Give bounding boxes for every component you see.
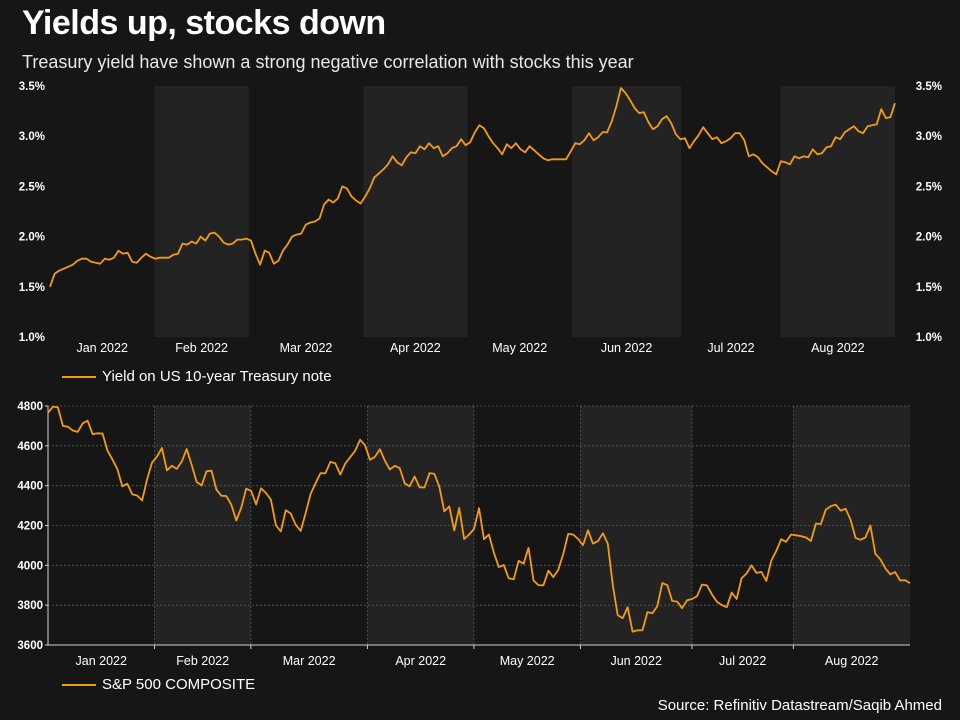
sp500-xtick-month: Jan 2022 (76, 654, 127, 668)
yield-ytick-left: 1.5% (19, 282, 45, 294)
legend-label-yield: Yield on US 10-year Treasury note (102, 368, 332, 385)
legend-label-sp500: S&P 500 COMPOSITE (102, 676, 256, 693)
yield-ytick-right: 1.0% (916, 332, 942, 344)
yield-ytick-right: 2.0% (916, 232, 942, 244)
yield-ytick-right: 1.5% (916, 282, 942, 294)
sp500-xtick-month: Jun 2022 (610, 654, 661, 668)
legend-swatch-sp500 (62, 683, 96, 686)
yield-ytick-right: 3.5% (916, 81, 942, 93)
yield-chart: 1.0% 1.0% 1.5% 1.5% 2.0% 2.0% 2.5% 2.5% 3.0% 3.0%… (19, 81, 942, 355)
yield-xtick-month: May 2022 (492, 341, 547, 355)
sp500-xtick-month: Mar 2022 (283, 654, 336, 668)
yield-ytick-left: 3.0% (19, 131, 45, 143)
yield-ytick-left: 3.5% (19, 81, 45, 93)
sp500-ytick-left: 3600 (17, 640, 43, 652)
yield-xtick-month: Jun 2022 (601, 341, 652, 355)
sp500-xtick-month: Aug 2022 (825, 654, 879, 668)
yield-series-line (49, 87, 896, 288)
sp500-xtick-month: May 2022 (500, 654, 555, 668)
legend-sp500: S&P 500 COMPOSITE (62, 676, 255, 693)
yield-month-band (780, 86, 895, 337)
sp500-ytick-left: 4600 (17, 441, 43, 453)
sp500-chart: 3600 3800 4000 4200 4400 4600 4800 Jan 2022 Feb … (17, 401, 911, 668)
yield-month-band (154, 86, 249, 337)
chart-subtitle: Treasury yield have shown a strong negat… (22, 52, 634, 72)
legend-yield: Yield on US 10-year Treasury note (62, 368, 332, 385)
yield-ytick-left: 2.0% (19, 232, 45, 244)
yield-ytick-right: 3.0% (916, 131, 942, 143)
sp500-ytick-left: 4800 (17, 401, 43, 413)
sp500-ytick-left: 4400 (17, 481, 43, 493)
sp500-ytick-left: 4200 (17, 521, 43, 533)
sp500-xtick-month: Jul 2022 (719, 654, 766, 668)
yield-ytick-left: 1.0% (19, 332, 45, 344)
sp500-xtick-month: Apr 2022 (395, 654, 446, 668)
legend-swatch-yield (62, 375, 96, 378)
yield-month-band (363, 86, 468, 337)
yield-xtick-month: Jan 2022 (76, 341, 127, 355)
yield-xtick-month: Mar 2022 (280, 341, 333, 355)
yield-xtick-month: Feb 2022 (175, 341, 228, 355)
yield-xtick-month: Jul 2022 (707, 341, 754, 355)
sp500-series-line (47, 405, 911, 633)
sp500-month-band (154, 406, 251, 645)
sp500-ytick-left: 4000 (17, 560, 43, 572)
source-note: Source: Refinitiv Datastream/Saqib Ahmed (657, 697, 942, 714)
yield-xtick-month: Apr 2022 (390, 341, 441, 355)
yield-ytick-right: 2.5% (916, 181, 942, 193)
chart-title: Yields up, stocks down (22, 4, 386, 42)
sp500-xtick-month: Feb 2022 (176, 654, 229, 668)
yield-month-band (571, 86, 682, 337)
yield-xtick-month: Aug 2022 (811, 341, 865, 355)
sp500-ytick-left: 3800 (17, 600, 43, 612)
yield-ytick-left: 2.5% (19, 181, 45, 193)
